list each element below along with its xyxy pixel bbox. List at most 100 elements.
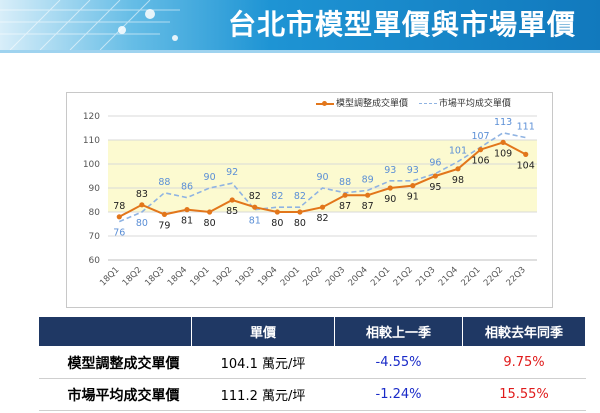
- data-label-market: 88: [339, 177, 351, 188]
- data-label-market: 82: [294, 191, 306, 202]
- x-tick-label: 21Q2: [392, 265, 415, 288]
- data-point-model: [523, 151, 529, 157]
- x-tick-label: 19Q3: [234, 265, 257, 288]
- data-point-model: [297, 209, 303, 215]
- plot-band: [108, 140, 537, 212]
- data-label-model: 80: [271, 218, 283, 229]
- x-tick-label: 18Q1: [98, 265, 121, 288]
- x-tick-label: 18Q2: [121, 265, 144, 288]
- y-tick-label: 120: [83, 112, 100, 122]
- data-label-model: 91: [407, 192, 419, 203]
- y-tick-label: 100: [83, 160, 100, 170]
- data-label-model: 104: [517, 160, 535, 171]
- data-label-market: 80: [136, 218, 148, 229]
- y-tick-label: 80: [89, 208, 101, 218]
- data-point-model: [207, 209, 213, 215]
- data-point-model: [184, 207, 190, 213]
- data-point-model: [477, 147, 484, 153]
- row-label: 模型調整成交單價: [38, 346, 192, 379]
- data-label-model: 85: [226, 206, 238, 217]
- data-label-model: 87: [339, 201, 351, 212]
- x-tick-label: 19Q1: [188, 265, 211, 288]
- data-label-model: 82: [249, 191, 261, 202]
- data-point-model: [229, 197, 235, 203]
- data-label-model: 90: [384, 194, 396, 205]
- data-label-market: 93: [407, 165, 419, 176]
- x-tick-label: 21Q4: [437, 265, 460, 288]
- data-point-model: [274, 209, 280, 215]
- y-tick-label: 90: [89, 184, 101, 194]
- table-row: 市場平均成交單價 111.2 萬元/坪 -1.24% 15.55%: [38, 378, 586, 411]
- x-tick-label: 19Q4: [256, 265, 279, 288]
- data-label-market: 111: [517, 122, 535, 133]
- yoy-cell: 9.75%: [462, 346, 586, 379]
- qoq-cell: -1.24%: [334, 378, 463, 411]
- data-label-market: 88: [158, 177, 170, 188]
- data-label-market: 76: [113, 228, 125, 239]
- data-label-model: 83: [136, 189, 148, 200]
- x-tick-label: 19Q2: [211, 265, 234, 288]
- x-tick-label: 22Q2: [482, 265, 505, 288]
- data-label-model: 80: [204, 218, 216, 229]
- y-tick-label: 110: [83, 136, 100, 146]
- data-point-model: [139, 202, 145, 208]
- summary-table: 單價 相較上一季 相較去年同季 模型調整成交單價 104.1 萬元/坪 -4.5…: [38, 316, 586, 411]
- data-label-model: 109: [494, 148, 512, 159]
- data-point-model: [342, 192, 348, 198]
- data-point-model: [387, 185, 393, 191]
- table-header-row: 單價 相較上一季 相較去年同季: [38, 316, 586, 347]
- header-divider: [0, 50, 600, 53]
- data-label-model: 95: [429, 182, 441, 193]
- y-tick-label: 60: [89, 256, 101, 266]
- table-header-yoy: 相較去年同季: [462, 316, 586, 347]
- data-point-model: [455, 166, 461, 172]
- x-tick-label: 18Q4: [166, 265, 189, 288]
- building-graphic: [0, 0, 180, 50]
- legend-swatch-model: [316, 100, 334, 106]
- x-tick-label: 22Q1: [459, 265, 482, 288]
- data-point-model: [432, 173, 438, 179]
- data-label-model: 78: [113, 201, 125, 212]
- data-label-model: 87: [362, 201, 374, 212]
- table-header-blank: [38, 316, 192, 347]
- data-label-market: 93: [384, 165, 396, 176]
- data-label-market: 86: [181, 182, 193, 193]
- table-row: 模型調整成交單價 104.1 萬元/坪 -4.55% 9.75%: [38, 346, 586, 379]
- data-label-market: 81: [249, 216, 261, 227]
- data-label-model: 80: [294, 218, 306, 229]
- legend-label-market: 市場平均成交單價: [438, 99, 511, 109]
- header-banner: 台北市模型單價與市場單價: [0, 0, 600, 50]
- x-tick-label: 20Q1: [279, 265, 302, 288]
- data-point-model: [410, 183, 416, 189]
- table-header-qoq: 相較上一季: [334, 316, 463, 347]
- data-label-market: 89: [362, 174, 374, 185]
- legend-item-market: 市場平均成交單價: [418, 96, 511, 109]
- data-label-model: 79: [158, 220, 170, 231]
- data-label-market: 107: [471, 131, 489, 142]
- x-tick-label: 20Q2: [301, 265, 324, 288]
- x-tick-label: 20Q4: [346, 265, 369, 288]
- legend-swatch-market: [418, 103, 437, 104]
- data-label-market: 90: [204, 172, 216, 183]
- data-label-model: 82: [316, 213, 328, 224]
- data-label-model: 81: [181, 216, 193, 227]
- data-label-market: 113: [494, 117, 512, 128]
- price-cell: 111.2 萬元/坪: [191, 378, 335, 411]
- x-tick-label: 21Q1: [369, 265, 392, 288]
- data-point-model: [500, 139, 506, 145]
- series-line-market: [118, 131, 526, 223]
- x-tick-label: 22Q3: [505, 265, 528, 288]
- price-cell: 104.1 萬元/坪: [191, 346, 335, 379]
- data-point-model: [319, 204, 326, 210]
- data-point-model: [116, 214, 122, 220]
- data-point-model: [161, 211, 168, 217]
- data-label-market: 101: [449, 146, 467, 157]
- data-label-market: 92: [226, 167, 238, 178]
- legend-item-model: 模型調整成交單價: [316, 96, 408, 109]
- data-label-market: 96: [429, 158, 441, 169]
- data-label-market: 90: [316, 172, 328, 183]
- data-label-market: 82: [271, 191, 283, 202]
- data-point-model: [252, 204, 258, 210]
- x-tick-label: 20Q3: [324, 265, 347, 288]
